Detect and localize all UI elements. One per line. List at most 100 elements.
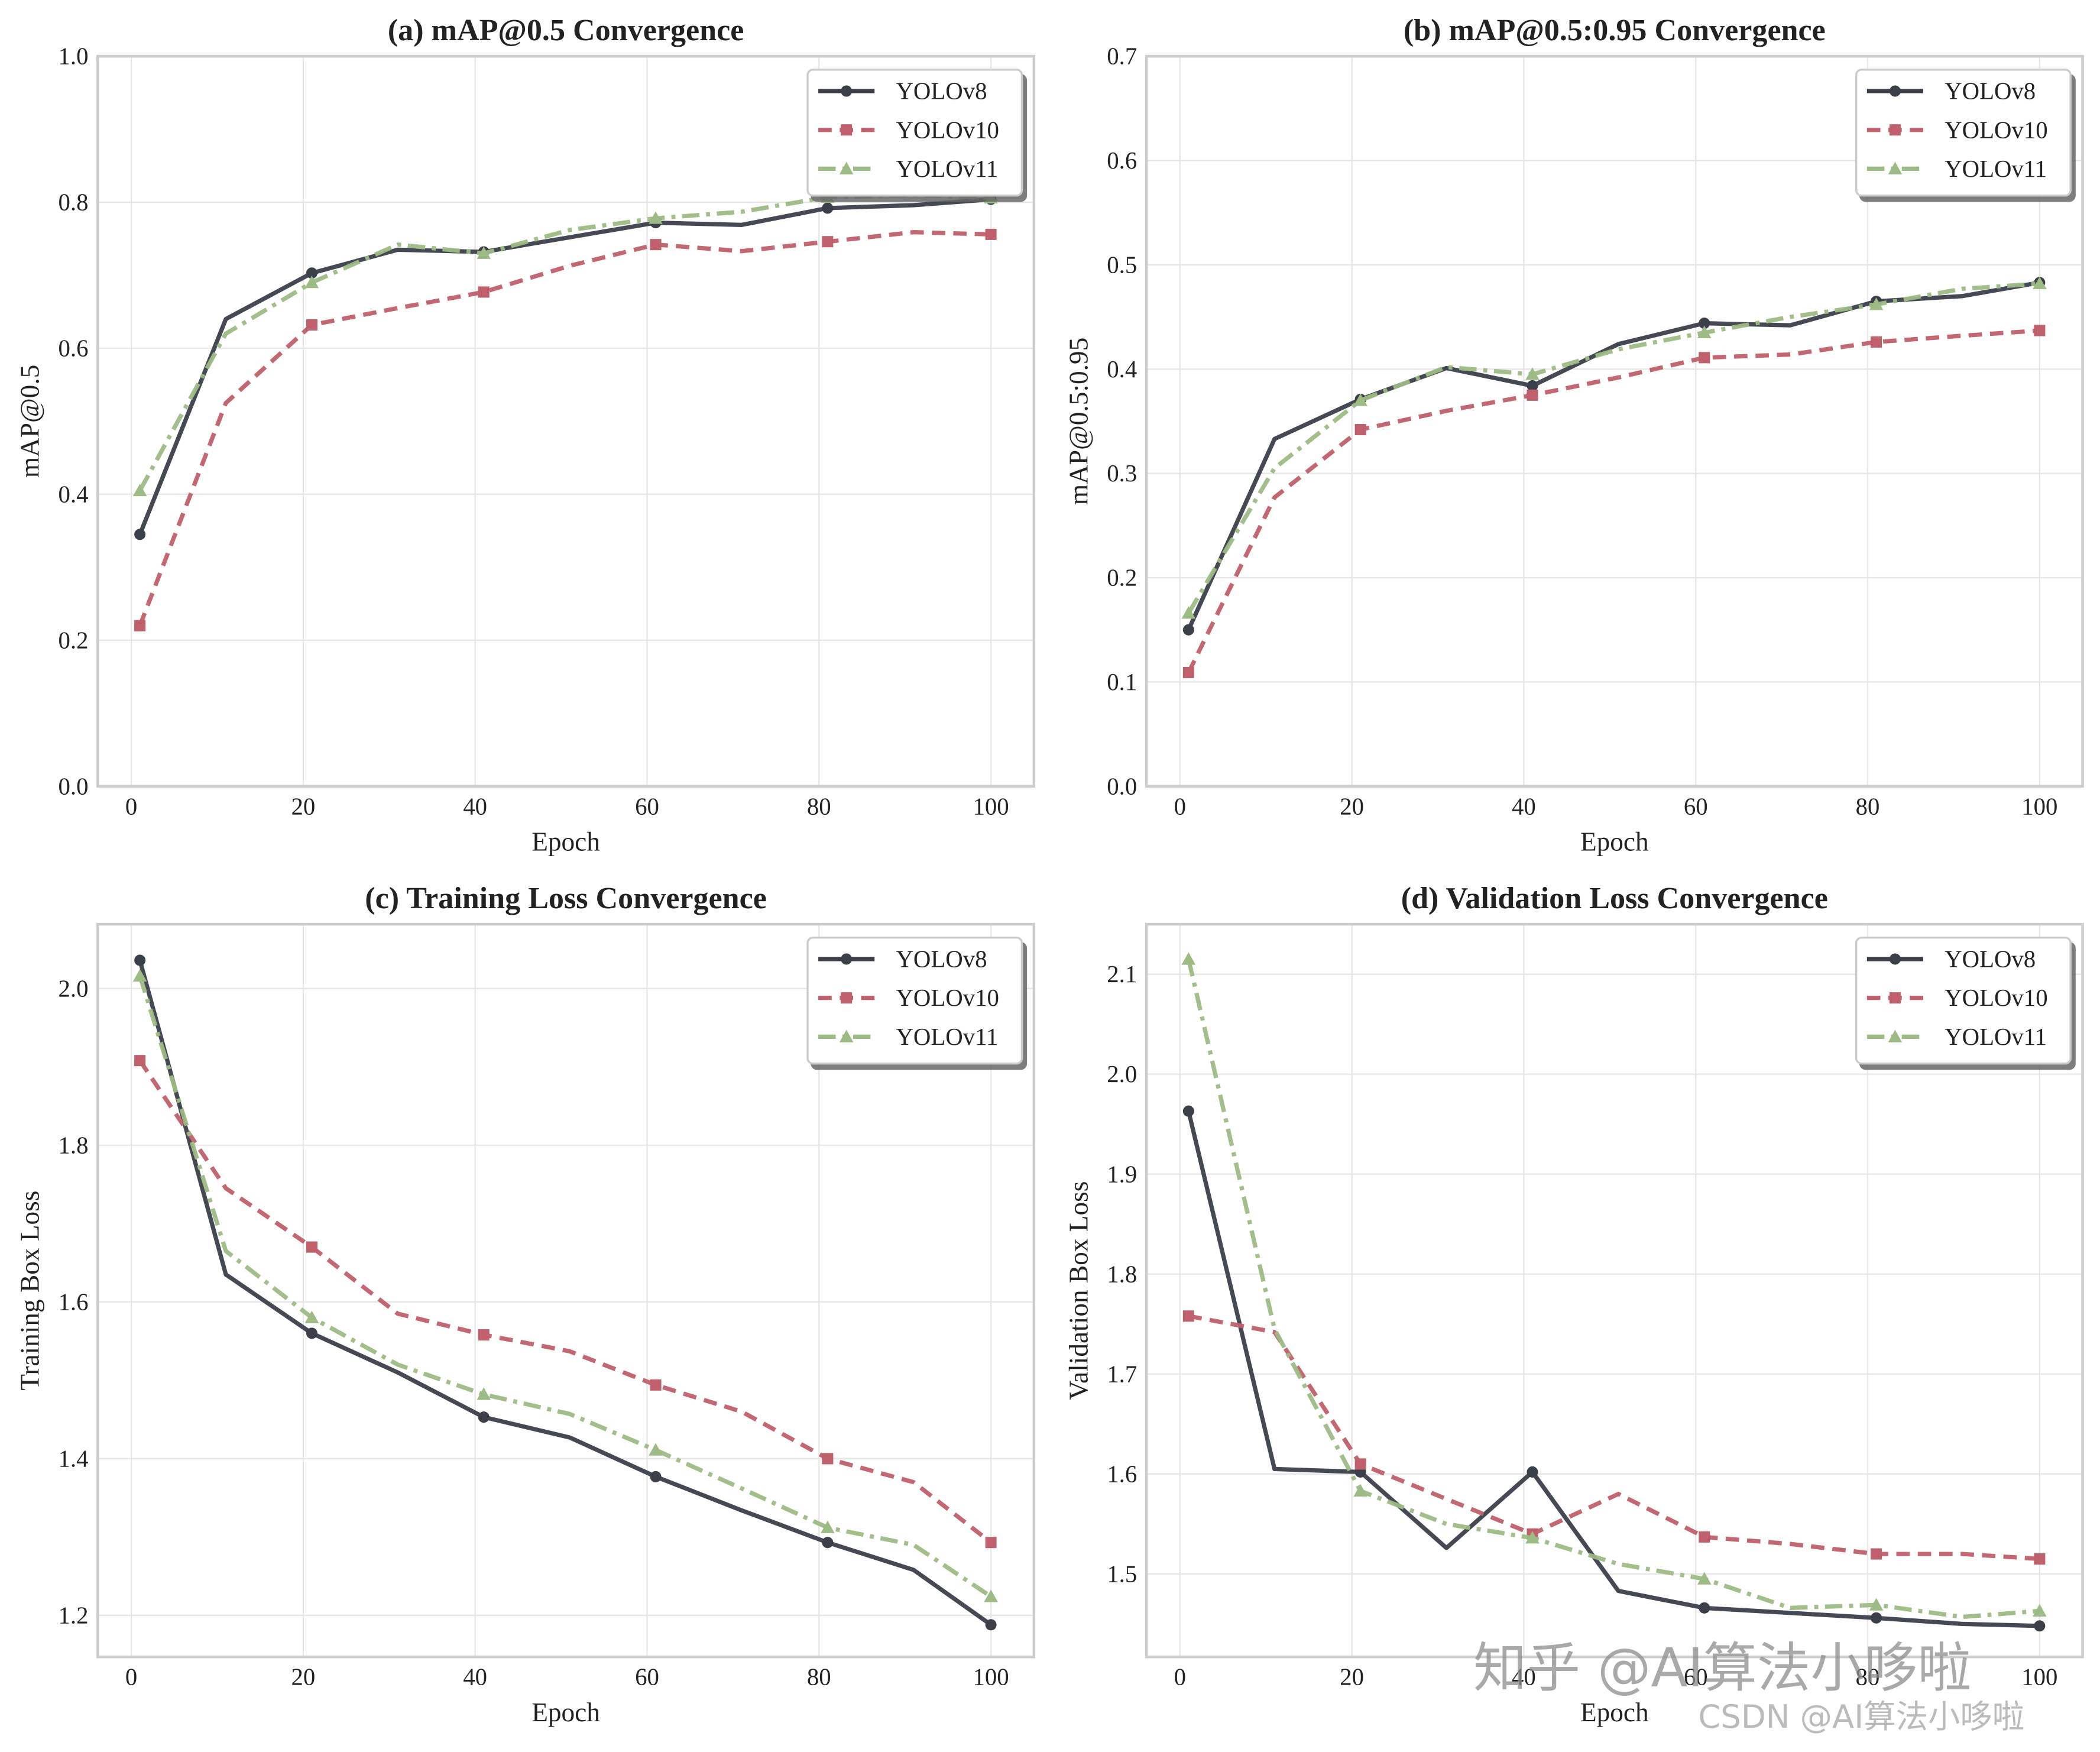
- x-tick-label: 0: [125, 793, 137, 820]
- legend-box: [806, 937, 1023, 1065]
- x-tick-label: 60: [635, 793, 659, 820]
- point-yolov10: [985, 1537, 997, 1549]
- x-tick-label: 80: [1856, 793, 1880, 820]
- point-yolov10: [650, 239, 662, 251]
- legend-label: YOLOv10: [1945, 985, 2047, 1011]
- y-tick-label: 1.8: [1107, 1261, 1137, 1287]
- line-yolov10: [138, 230, 991, 627]
- point-yolov8: [985, 1619, 997, 1631]
- legend-item-yolov11: YOLOv11: [818, 156, 998, 182]
- y-axis-label: Training Box Loss: [15, 1191, 45, 1391]
- line-yolov10: [1188, 1314, 2040, 1562]
- point-yolov10: [1871, 1548, 1882, 1560]
- point-yolov8: [1527, 1466, 1538, 1478]
- point-yolov10: [306, 319, 317, 331]
- point-yolov10: [822, 1453, 834, 1465]
- x-axis-label: Epoch: [1580, 1698, 1649, 1727]
- y-tick-label: 2.0: [1107, 1061, 1137, 1087]
- legend-item-yolov10: YOLOv10: [818, 116, 999, 143]
- panel-b: 0 20 40 60 80 100 0.0 0.1 0.2 0.3 0.4 0.5 0.6 0.7 Epoc…: [1064, 14, 2084, 856]
- legend-item-yolov8: YOLOv8: [818, 78, 987, 105]
- x-axis-label: Epoch: [532, 1698, 600, 1727]
- point-yolov10: [1182, 1310, 1194, 1322]
- legend-marker-swatch: [1889, 85, 1901, 97]
- x-axis-label: Epoch: [532, 827, 600, 856]
- legend-marker-swatch: [839, 161, 854, 174]
- legend-label: YOLOv8: [1945, 946, 2036, 973]
- point-yolov11: [649, 211, 663, 224]
- point-yolov10: [1699, 352, 1710, 364]
- point-yolov11: [132, 483, 147, 497]
- axes-frame: [96, 922, 1036, 1659]
- legend-box: [1855, 937, 2072, 1065]
- point-yolov8: [822, 202, 834, 214]
- chart-title: (a) mAP@0.5 Convergence: [388, 14, 744, 47]
- y-tick-label: 1.2: [59, 1602, 89, 1629]
- line-yolov8: [1186, 1110, 2040, 1628]
- legend-marker-swatch: [1889, 992, 1901, 1004]
- axes-frame: [1145, 922, 2084, 1659]
- legend-item-yolov8: YOLOv8: [1866, 78, 2036, 105]
- point-yolov11: [1353, 1484, 1367, 1497]
- x-tick-label: 40: [463, 1664, 487, 1691]
- series-yolov8: [134, 954, 997, 1631]
- x-tick-label: 20: [291, 793, 315, 820]
- point-yolov10: [478, 286, 490, 298]
- legend-marker-swatch: [1889, 953, 1901, 965]
- y-tick-label: 0.2: [1107, 565, 1137, 591]
- point-yolov11: [1869, 1598, 1884, 1611]
- legend-item-yolov11: YOLOv11: [1866, 156, 2047, 182]
- y-tick-label: 0.0: [1107, 773, 1137, 799]
- point-yolov11: [1869, 297, 1884, 310]
- series-yolov11: [1181, 276, 2047, 619]
- point-yolov10: [650, 1379, 662, 1391]
- point-yolov11: [1525, 1531, 1540, 1544]
- x-tick-label: 100: [2021, 1664, 2057, 1691]
- point-yolov10: [478, 1329, 490, 1341]
- series-yolov10: [1182, 1310, 2046, 1565]
- x-tick-label: 80: [807, 793, 831, 820]
- x-tick-label: 20: [291, 1664, 315, 1691]
- point-yolov11: [1697, 325, 1712, 338]
- point-yolov10: [2034, 1553, 2046, 1565]
- point-yolov11: [1181, 952, 1196, 965]
- point-yolov8: [1699, 1602, 1710, 1614]
- legend-label: YOLOv8: [896, 946, 987, 973]
- y-tick-label: 0.7: [1107, 43, 1137, 70]
- x-tick-label: 40: [463, 793, 487, 820]
- series-yolov11: [1181, 952, 2047, 1620]
- legend-label: YOLOv11: [896, 156, 998, 182]
- legend-marker-swatch: [841, 124, 853, 136]
- point-yolov8: [306, 267, 317, 279]
- y-tick-label: 0.0: [59, 773, 89, 799]
- y-tick-label: 0.1: [1107, 669, 1137, 695]
- y-tick-label: 0.6: [1107, 147, 1137, 174]
- point-yolov11: [1525, 367, 1540, 380]
- point-yolov11: [1353, 393, 1367, 406]
- legend-marker-swatch: [841, 953, 853, 965]
- line-yolov10: [138, 1059, 993, 1544]
- legend-label: YOLOv8: [1945, 78, 2036, 105]
- legend: YOLOv8 YOLOv10 YOLOv11: [806, 937, 1023, 1065]
- y-tick-label: 0.5: [1107, 251, 1137, 278]
- line-yolov11: [1187, 281, 2040, 614]
- panel-d: 0 20 40 60 80 100 1.5 1.6 1.7 1.8 1.9 2.0 2.1 Epoch Va…: [1064, 882, 2084, 1727]
- point-yolov11: [649, 1443, 663, 1456]
- y-tick-label: 0.6: [59, 335, 89, 362]
- y-tick-label: 0.4: [59, 481, 89, 507]
- point-yolov8: [2034, 1620, 2046, 1632]
- y-tick-label: 0.4: [1107, 356, 1137, 383]
- line-yolov8: [138, 197, 991, 536]
- y-tick-label: 1.7: [1107, 1361, 1137, 1387]
- legend-marker-swatch: [841, 85, 853, 97]
- legend-label: YOLOv10: [896, 116, 999, 143]
- x-tick-label: 100: [973, 1664, 1009, 1691]
- y-tick-label: 1.6: [59, 1288, 89, 1315]
- legend-item-yolov8: YOLOv8: [1866, 946, 2036, 973]
- watermark-csdn: CSDN @AI算法小哆啦: [1698, 1698, 2025, 1736]
- x-tick-label: 60: [1684, 1664, 1708, 1691]
- y-tick-label: 0.8: [59, 189, 89, 216]
- series-yolov10: [134, 1055, 997, 1549]
- point-yolov10: [1354, 424, 1366, 436]
- legend-label: YOLOv11: [1945, 156, 2047, 182]
